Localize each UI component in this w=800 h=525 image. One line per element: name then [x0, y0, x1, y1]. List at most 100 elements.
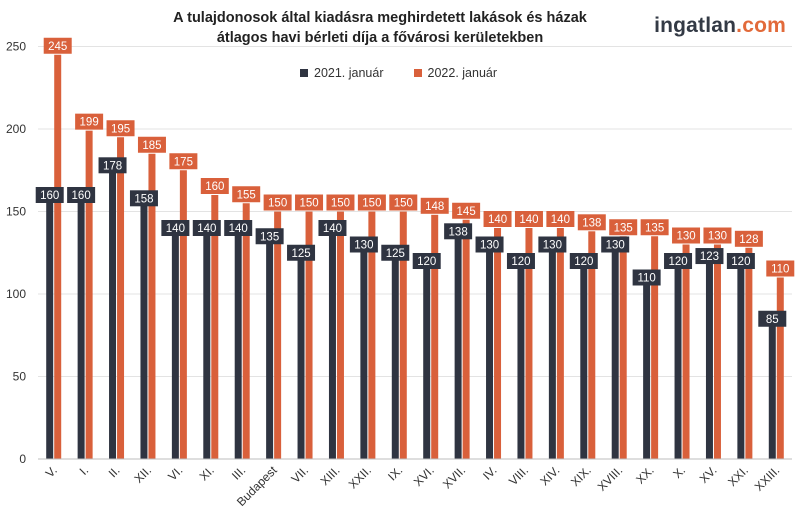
data-label-box-2021	[349, 236, 378, 253]
x-tick-label: XIII.	[318, 463, 343, 488]
data-label-2021: 110	[637, 273, 655, 285]
y-tick-label: 50	[13, 370, 27, 384]
data-label-box-2022	[357, 194, 386, 211]
data-label-2022: 199	[80, 117, 99, 129]
x-tick-label: IV.	[480, 463, 500, 483]
bar-2022	[588, 231, 596, 459]
data-label-2021: 120	[511, 256, 530, 268]
x-tick-label: I.	[77, 463, 92, 478]
data-label-2021: 135	[260, 231, 279, 243]
data-label-2022: 150	[268, 198, 287, 210]
data-label-2021: 125	[386, 248, 405, 260]
data-label-2021: 130	[606, 240, 625, 252]
data-label-2022: 135	[614, 222, 633, 234]
bar-2021	[737, 261, 745, 459]
bar-2021	[611, 244, 619, 459]
data-label-box-2021	[758, 310, 787, 327]
data-label-box-2021	[726, 253, 755, 269]
data-label-box-2022	[106, 120, 135, 137]
data-label-box-2022	[546, 211, 575, 227]
x-tick-label: XIX.	[568, 463, 594, 489]
data-label-2022: 140	[551, 214, 570, 226]
bar-2021	[328, 228, 336, 459]
bar-2021	[46, 195, 54, 459]
data-label-2021: 140	[323, 223, 342, 235]
data-label-2022: 135	[645, 222, 664, 234]
y-tick-label: 150	[6, 205, 26, 219]
logo-part1: ingatlan	[654, 14, 737, 37]
bar-2021	[360, 244, 368, 459]
data-label-box-2021	[475, 236, 504, 253]
bar-2021	[234, 228, 242, 459]
data-label-2022: 128	[739, 234, 758, 246]
data-label-box-2021	[412, 253, 441, 269]
legend-item-series1: 2021. január	[300, 66, 384, 80]
data-label-box-2021	[224, 220, 253, 236]
bar-2021	[580, 261, 588, 459]
x-tick-label: VII.	[289, 463, 312, 486]
bar-2021	[140, 198, 148, 460]
bar-2022	[431, 214, 439, 459]
x-tick-label: IX.	[385, 463, 405, 483]
data-label-box-2022	[609, 219, 638, 236]
data-label-box-2022	[200, 178, 229, 194]
data-label-box-2022	[326, 194, 355, 211]
bar-2022	[399, 211, 407, 459]
bar-2022	[525, 228, 533, 459]
chart-title-line2: átlagos havi bérleti díja a fővárosi ker…	[216, 30, 544, 46]
bar-2022	[462, 219, 470, 459]
legend-item-series2: 2022. január	[413, 66, 497, 80]
data-label-box-2022	[514, 211, 543, 227]
x-tick-label: V.	[43, 463, 60, 480]
data-label-2021: 130	[480, 240, 499, 252]
bar-2021	[454, 231, 462, 459]
bar-2021	[548, 244, 556, 459]
data-label-2022: 195	[111, 123, 130, 135]
data-label-box-2021	[444, 223, 473, 240]
data-label-2022: 150	[331, 198, 350, 210]
data-label-box-2021	[129, 190, 158, 207]
bar-2022	[556, 228, 564, 459]
legend-swatch-series2	[413, 69, 422, 77]
bar-2021	[674, 261, 682, 459]
x-tick-label: XVIII.	[595, 463, 626, 494]
data-label-2021: 120	[417, 256, 436, 268]
data-label-2022: 138	[582, 217, 601, 229]
data-label-2022: 140	[488, 214, 507, 226]
data-label-box-2021	[538, 236, 567, 253]
data-label-2021: 125	[291, 248, 310, 260]
x-tick-label: X.	[670, 463, 688, 481]
bar-2021	[391, 252, 399, 459]
data-label-box-2021	[255, 228, 284, 245]
bar-2021	[297, 252, 305, 459]
x-tick-label: XVI.	[411, 463, 437, 489]
bar-2022	[274, 211, 282, 459]
bar-2022	[117, 137, 125, 459]
data-label-2021: 138	[449, 226, 468, 238]
data-label-2022: 155	[237, 189, 256, 201]
bar-2021	[423, 261, 431, 459]
legend-swatch-series1	[300, 69, 308, 77]
data-label-box-2021	[318, 220, 347, 236]
x-tick-label: XII.	[131, 463, 154, 486]
bar-2022	[619, 236, 627, 459]
bar-2021	[266, 236, 274, 459]
x-tick-label: XXI.	[725, 463, 751, 489]
bar-2022	[242, 203, 250, 459]
bar-2021	[517, 261, 525, 459]
data-label-box-2022	[420, 197, 449, 214]
brand-logo: ingatlan.com	[654, 14, 786, 38]
data-label-box-2021	[601, 236, 630, 253]
data-label-2021: 158	[134, 193, 153, 205]
data-label-2021: 160	[72, 190, 91, 202]
data-label-2022: 145	[457, 206, 476, 218]
data-label-2021: 120	[574, 256, 593, 268]
bar-2021	[705, 256, 713, 459]
data-label-box-2022	[703, 227, 732, 244]
data-label-box-2022	[734, 230, 763, 247]
y-tick-label: 200	[6, 122, 26, 136]
x-tick-label: XXII.	[346, 463, 374, 491]
data-label-2022: 245	[48, 41, 67, 53]
data-label-box-2022	[263, 194, 292, 211]
x-tick-label: XV.	[697, 463, 720, 486]
